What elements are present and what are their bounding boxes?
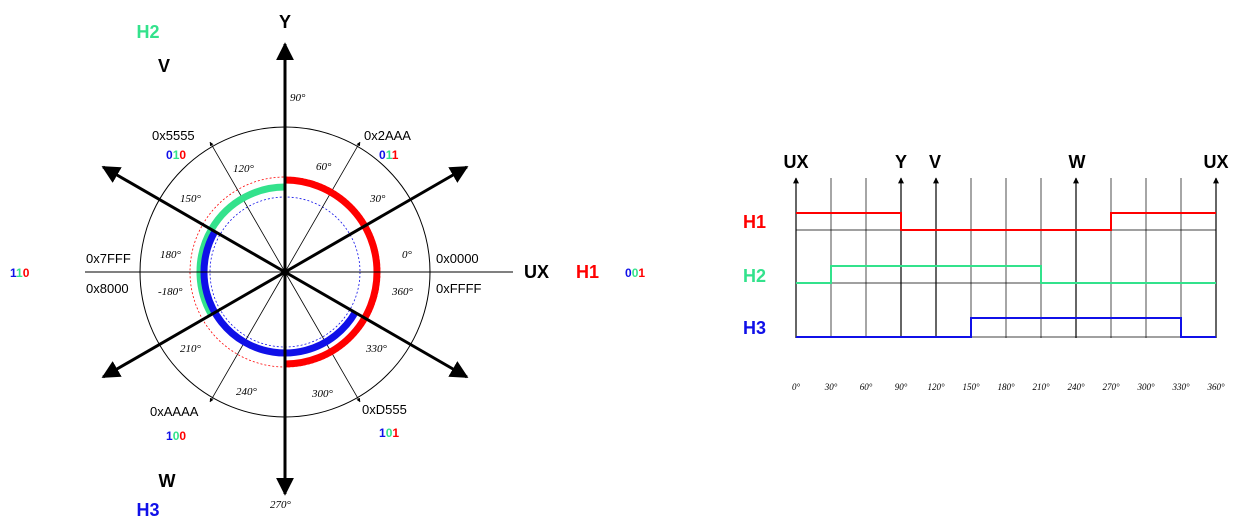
radial-line-240: [209, 271, 286, 403]
angle-120: 120°: [233, 163, 255, 175]
tick-label-10: 300°: [1136, 382, 1155, 392]
phase-arrows: [101, 42, 469, 496]
code-010: 010: [166, 148, 186, 162]
tick-label-7: 210°: [1032, 382, 1050, 392]
axis-label-v: V: [158, 56, 170, 76]
arrow-210: [101, 270, 286, 379]
code-001: 001: [625, 266, 645, 280]
code-100: 100: [166, 429, 186, 443]
timing-label-ux-right: UX: [1203, 152, 1228, 172]
angle-240: 240°: [236, 386, 258, 398]
timing-label-w: W: [1069, 152, 1086, 172]
tick-label-3: 90°: [895, 382, 908, 392]
angle-330: 330°: [365, 343, 388, 355]
hall-timing-diagram: 0° 30° 60° 90° 120° 150° 180° 210° 240° 270° 300° 3…: [792, 177, 1225, 392]
axis-label-w: W: [159, 471, 176, 491]
hex-0x7FFF: 0x7FFF: [86, 251, 131, 266]
waveform-h3: [796, 317, 1216, 338]
waveform-h1: [796, 212, 1216, 231]
timing-label-ux-left: UX: [783, 152, 808, 172]
radial-line-300: [284, 271, 361, 403]
tick-label-12: 360°: [1206, 382, 1225, 392]
signal-label-h1: H1: [743, 212, 766, 232]
angle-300: 300°: [311, 388, 334, 400]
tick-label-11: 330°: [1171, 382, 1190, 392]
arrow-330: [284, 270, 469, 379]
hex-0xD555: 0xD555: [362, 402, 407, 417]
waveform-h2: [796, 265, 1216, 284]
tick-label-6: 180°: [997, 382, 1015, 392]
angle-minus-180: -180°: [158, 286, 183, 298]
tick-label-2: 60°: [860, 382, 873, 392]
angle-0: 0°: [402, 249, 413, 261]
hall-waveforms: [796, 212, 1216, 338]
code-101: 101: [379, 426, 399, 440]
timing-grid: [793, 177, 1219, 338]
radial-line-60: [284, 141, 361, 273]
signal-label-h3: H3: [743, 318, 766, 338]
tick-label-4: 120°: [927, 382, 945, 392]
hall-arc-h3: [200, 229, 359, 357]
thin-radial-lines: [209, 141, 361, 403]
timing-label-v: V: [929, 152, 941, 172]
hall-label-h1: H1: [576, 262, 599, 282]
axis-label-ux: UX: [524, 262, 549, 282]
hex-0x0000: 0x0000: [436, 251, 479, 266]
radial-line-120: [209, 141, 286, 273]
tick-label-1: 30°: [824, 382, 838, 392]
code-011: 011: [379, 148, 399, 162]
arrow-30: [284, 165, 469, 274]
axis-label-y: Y: [279, 12, 291, 32]
tick-label-8: 240°: [1067, 382, 1085, 392]
timing-tick-labels: 0° 30° 60° 90° 120° 150° 180° 210° 240° 270° 300° 3…: [792, 382, 1225, 392]
code-110: 110: [10, 266, 30, 280]
hall-label-h3: H3: [136, 500, 159, 520]
angle-360: 360°: [391, 286, 414, 298]
hex-0x2AAA: 0x2AAA: [364, 128, 411, 143]
hex-0xFFFF: 0xFFFF: [436, 281, 482, 296]
angle-90: 90°: [290, 92, 306, 104]
angle-180: 180°: [160, 249, 182, 261]
timing-label-y: Y: [895, 152, 907, 172]
angle-60: 60°: [316, 161, 332, 173]
angle-210: 210°: [180, 343, 202, 355]
tick-label-9: 270°: [1102, 382, 1120, 392]
angle-150: 150°: [180, 193, 202, 205]
signal-label-h2: H2: [743, 266, 766, 286]
hex-0x5555: 0x5555: [152, 128, 195, 143]
hex-0x8000: 0x8000: [86, 281, 129, 296]
polar-diagram: [85, 42, 513, 496]
hex-0xAAAA: 0xAAAA: [150, 404, 199, 419]
angle-30: 30°: [369, 193, 386, 205]
tick-label-0: 0°: [792, 382, 801, 392]
hall-label-h2: H2: [136, 22, 159, 42]
arrow-150: [101, 165, 286, 274]
tick-label-5: 150°: [962, 382, 980, 392]
angle-270: 270°: [270, 499, 292, 511]
